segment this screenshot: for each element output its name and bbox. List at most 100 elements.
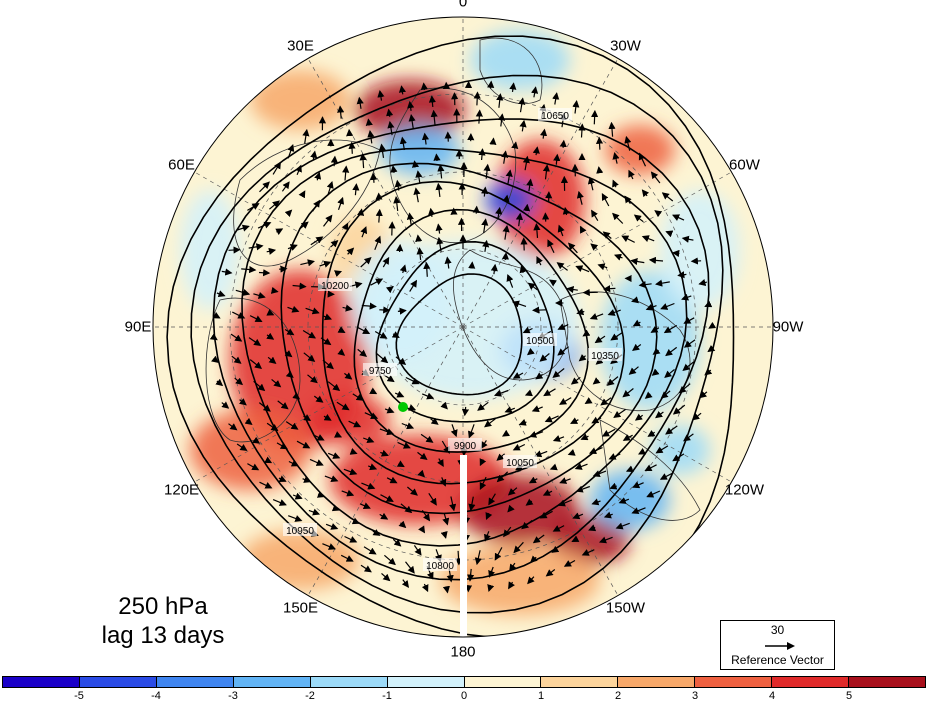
wind-vector [215, 378, 224, 387]
wind-vector [621, 235, 635, 243]
contour-label: 10800 [423, 558, 457, 572]
wind-vector [259, 181, 270, 193]
colorbar-box [541, 677, 619, 687]
wind-vector [348, 141, 356, 154]
wind-vector [287, 143, 295, 159]
wind-vector [327, 452, 341, 459]
contour-label: 10200 [318, 278, 352, 292]
wind-vector [638, 152, 647, 167]
wind-vector [552, 368, 565, 378]
colorbar-box [849, 677, 926, 687]
wind-vector [437, 458, 444, 468]
anomaly-patch [310, 395, 390, 445]
wind-vector [423, 261, 431, 277]
wind-vector [228, 423, 238, 431]
wind-vector [379, 512, 389, 520]
wind-vector [400, 503, 413, 514]
wind-vector [285, 370, 294, 378]
contour-value: 10950 [286, 526, 314, 537]
wind-vector [295, 164, 302, 176]
wind-vector [581, 549, 595, 556]
colorbar [2, 676, 926, 688]
wind-vector [362, 436, 375, 444]
wind-vector [437, 164, 445, 179]
meridian-line [307, 326, 464, 596]
wind-vector [552, 92, 560, 105]
wind-vector [607, 309, 621, 316]
wind-vector [652, 347, 661, 355]
wind-vector [211, 355, 219, 364]
colorbar-box [156, 677, 234, 687]
wind-vector [396, 460, 405, 468]
wind-vector [501, 252, 510, 260]
wind-vector [397, 307, 407, 315]
wind-vector [420, 433, 434, 443]
wind-vector [415, 234, 423, 243]
wind-vector [467, 568, 475, 582]
wind-vector [393, 196, 401, 211]
anomaly-patch [605, 125, 675, 175]
wind-vector [309, 458, 324, 466]
wind-vector [655, 411, 664, 419]
wind-vector [409, 279, 418, 292]
wind-vector [531, 86, 539, 98]
wind-vector [398, 520, 407, 529]
wind-vector [481, 186, 489, 197]
wind-vector [603, 285, 616, 293]
wind-vector [415, 170, 423, 183]
wind-vector [267, 356, 277, 364]
wind-vector [450, 424, 458, 438]
wind-vector [600, 397, 612, 406]
wind-vector [408, 114, 416, 129]
wind-vector [421, 132, 430, 145]
wind-vector [357, 208, 365, 217]
wind-vector [323, 413, 332, 421]
wind-vector [518, 97, 526, 113]
wind-vector [588, 524, 597, 532]
wind-vector [364, 412, 379, 420]
wind-vector [336, 401, 350, 411]
title-lag: lag 13 days [101, 622, 225, 649]
wind-vector [651, 368, 660, 376]
reference-arrow-icon [765, 642, 795, 650]
colorbar-box [695, 677, 773, 687]
wind-vector [420, 82, 428, 91]
wind-vector [209, 333, 218, 341]
reference-vector-caption: Reference Vector [731, 653, 824, 667]
wind-vector [236, 224, 250, 232]
wind-vector [292, 282, 307, 290]
wind-vector [556, 262, 568, 271]
wind-vector [542, 164, 550, 180]
wind-vector [442, 513, 450, 526]
wind-vector [638, 447, 647, 455]
wind-vector [522, 326, 533, 334]
colorbar-tick-label: 2 [614, 690, 622, 702]
wind-vector [547, 239, 555, 254]
lon-label: 90E [124, 318, 152, 336]
contour-value: 9900 [454, 441, 477, 452]
land-outline [453, 249, 569, 381]
wind-vector [344, 535, 358, 543]
wind-vector [632, 481, 644, 489]
anomaly-patch [590, 470, 670, 530]
wind-vector [337, 326, 346, 333]
wind-vector [374, 330, 388, 339]
contour-label: 10950 [283, 523, 317, 537]
wind-vector [672, 453, 685, 462]
wind-vector [386, 476, 398, 484]
wind-vector [527, 576, 535, 585]
wind-vector [655, 279, 670, 287]
wind-vector [601, 192, 610, 207]
wind-vector [399, 264, 407, 274]
wind-vector [322, 313, 333, 321]
wind-vector [493, 389, 509, 397]
wind-vector [331, 504, 340, 512]
wind-vector [292, 392, 301, 400]
wind-vector [664, 368, 675, 378]
wind-vector [305, 307, 320, 315]
wind-vector [660, 390, 671, 399]
green-marker [398, 402, 408, 412]
wind-vector [281, 181, 290, 192]
wind-vector [396, 243, 404, 253]
wind-vector [314, 434, 325, 441]
